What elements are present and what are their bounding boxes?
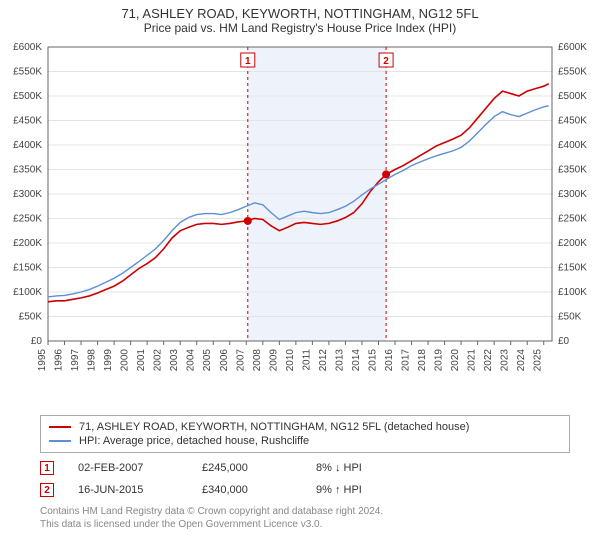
sales-table: 1 02-FEB-2007 £245,000 8% ↓ HPI 2 16-JUN… xyxy=(40,457,570,501)
svg-text:2004: 2004 xyxy=(186,349,197,372)
svg-text:2000: 2000 xyxy=(120,349,131,372)
svg-text:2001: 2001 xyxy=(136,349,147,372)
svg-text:2015: 2015 xyxy=(367,349,378,372)
legend-label: 71, ASHLEY ROAD, KEYWORTH, NOTTINGHAM, N… xyxy=(79,421,469,433)
svg-text:2: 2 xyxy=(383,56,389,67)
svg-text:£250K: £250K xyxy=(13,214,42,225)
sale-diff: 8% ↓ HPI xyxy=(316,462,406,474)
svg-text:£350K: £350K xyxy=(558,165,587,176)
svg-text:2014: 2014 xyxy=(351,349,362,372)
sale-marker-icon: 1 xyxy=(40,461,54,475)
svg-text:£400K: £400K xyxy=(558,140,587,151)
svg-text:£250K: £250K xyxy=(558,214,587,225)
svg-text:£400K: £400K xyxy=(13,140,42,151)
line-chart-svg: £0 £0 £50K £50K £100K £100K £150K £150K £200K £20… xyxy=(0,39,600,409)
svg-text:£550K: £550K xyxy=(13,67,42,78)
chart-title: 71, ASHLEY ROAD, KEYWORTH, NOTTINGHAM, N… xyxy=(0,0,600,21)
svg-text:2020: 2020 xyxy=(450,349,461,372)
svg-text:2013: 2013 xyxy=(334,349,345,372)
svg-text:1998: 1998 xyxy=(87,349,98,372)
svg-text:2019: 2019 xyxy=(434,349,445,372)
svg-text:£600K: £600K xyxy=(13,42,42,53)
legend-item: HPI: Average price, detached house, Rush… xyxy=(49,434,561,448)
svg-text:2006: 2006 xyxy=(219,349,230,372)
sale-date: 16-JUN-2015 xyxy=(78,484,178,496)
chart-area: £0 £0 £50K £50K £100K £100K £150K £150K £200K £20… xyxy=(0,39,600,409)
svg-text:£350K: £350K xyxy=(13,165,42,176)
svg-text:£300K: £300K xyxy=(558,189,587,200)
svg-text:£300K: £300K xyxy=(13,189,42,200)
sale-marker-icon: 2 xyxy=(40,483,54,497)
footnote-line: This data is licensed under the Open Gov… xyxy=(40,518,570,531)
svg-text:1999: 1999 xyxy=(103,349,114,372)
svg-text:£200K: £200K xyxy=(13,238,42,249)
svg-text:£200K: £200K xyxy=(558,238,587,249)
copyright-footnote: Contains HM Land Registry data © Crown c… xyxy=(40,505,570,531)
svg-text:£450K: £450K xyxy=(558,116,587,127)
footnote-line: Contains HM Land Registry data © Crown c… xyxy=(40,505,570,518)
svg-text:1995: 1995 xyxy=(37,349,48,372)
svg-text:2022: 2022 xyxy=(483,349,494,372)
svg-text:2025: 2025 xyxy=(533,349,544,372)
svg-text:2023: 2023 xyxy=(500,349,511,372)
svg-text:2018: 2018 xyxy=(417,349,428,372)
svg-text:2016: 2016 xyxy=(384,349,395,372)
legend-swatch xyxy=(49,440,71,442)
sale-price: £340,000 xyxy=(202,484,292,496)
svg-text:2007: 2007 xyxy=(235,349,246,372)
svg-text:£100K: £100K xyxy=(558,287,587,298)
svg-text:£600K: £600K xyxy=(558,42,587,53)
svg-text:£0: £0 xyxy=(31,336,43,347)
svg-text:1996: 1996 xyxy=(54,349,65,372)
sale-date: 02-FEB-2007 xyxy=(78,462,178,474)
legend-swatch xyxy=(49,426,71,428)
legend: 71, ASHLEY ROAD, KEYWORTH, NOTTINGHAM, N… xyxy=(40,415,570,453)
svg-text:£550K: £550K xyxy=(558,67,587,78)
svg-text:2017: 2017 xyxy=(401,349,412,372)
svg-text:£100K: £100K xyxy=(13,287,42,298)
legend-label: HPI: Average price, detached house, Rush… xyxy=(79,435,309,447)
svg-text:1: 1 xyxy=(245,56,251,67)
svg-text:£150K: £150K xyxy=(13,263,42,274)
svg-text:2010: 2010 xyxy=(285,349,296,372)
svg-text:£500K: £500K xyxy=(558,91,587,102)
sale-price: £245,000 xyxy=(202,462,292,474)
sale-diff: 9% ↑ HPI xyxy=(316,484,406,496)
svg-text:£50K: £50K xyxy=(19,312,43,323)
sales-row: 1 02-FEB-2007 £245,000 8% ↓ HPI xyxy=(40,457,570,479)
chart-subtitle: Price paid vs. HM Land Registry's House … xyxy=(0,21,600,39)
sales-row: 2 16-JUN-2015 £340,000 9% ↑ HPI xyxy=(40,479,570,501)
svg-text:2011: 2011 xyxy=(301,349,312,371)
legend-item: 71, ASHLEY ROAD, KEYWORTH, NOTTINGHAM, N… xyxy=(49,420,561,434)
svg-text:£450K: £450K xyxy=(13,116,42,127)
svg-text:£500K: £500K xyxy=(13,91,42,102)
svg-text:2003: 2003 xyxy=(169,349,180,372)
svg-text:2005: 2005 xyxy=(202,349,213,372)
svg-text:2021: 2021 xyxy=(467,349,478,372)
svg-text:2008: 2008 xyxy=(252,349,263,372)
svg-text:2002: 2002 xyxy=(153,349,164,372)
svg-text:£50K: £50K xyxy=(558,312,582,323)
svg-text:2024: 2024 xyxy=(516,349,527,372)
svg-text:2009: 2009 xyxy=(268,349,279,372)
svg-text:£150K: £150K xyxy=(558,263,587,274)
svg-text:£0: £0 xyxy=(558,336,570,347)
svg-text:1997: 1997 xyxy=(70,349,81,372)
svg-text:2012: 2012 xyxy=(318,349,329,372)
